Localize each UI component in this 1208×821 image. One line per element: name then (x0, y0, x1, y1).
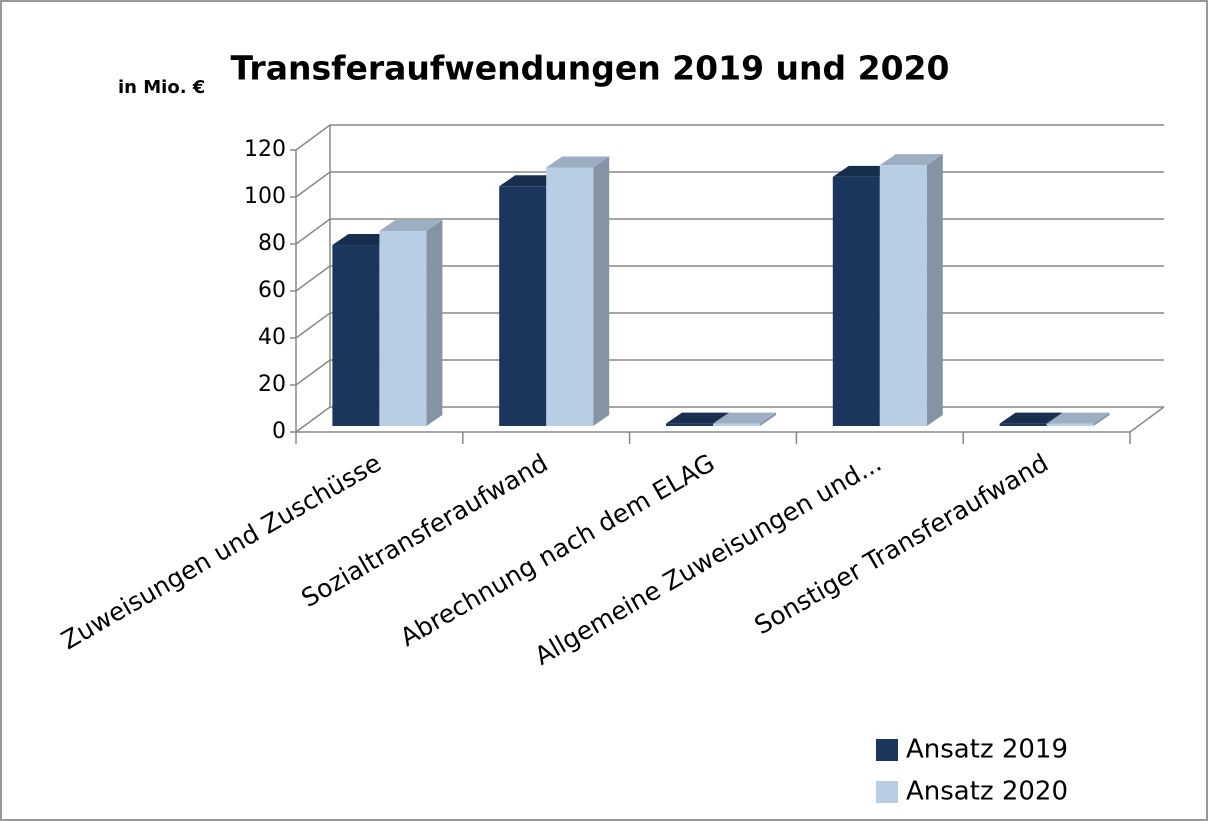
legend-label: Ansatz 2019 (906, 735, 1068, 765)
y-tick-label: 20 (258, 372, 286, 397)
legend-swatch (876, 781, 898, 803)
bar (546, 156, 610, 426)
y-tick-label: 0 (272, 419, 286, 444)
bar-side (593, 156, 610, 426)
bar-front (666, 423, 713, 426)
bar-top (546, 156, 610, 168)
bar-front (1046, 423, 1094, 426)
bar-top (379, 219, 443, 231)
bar-side (1093, 412, 1110, 426)
bar (879, 154, 943, 426)
y-axis-label: in Mio. € (118, 77, 205, 98)
grid-line (295, 124, 1164, 151)
legend-swatch (876, 739, 898, 761)
bar-top (666, 412, 729, 424)
bar-front (546, 167, 594, 426)
bar-front (832, 176, 880, 426)
bar (713, 412, 776, 426)
bar-side (926, 154, 943, 426)
bar (379, 219, 443, 426)
bar-side (760, 412, 776, 426)
y-tick-label: 100 (244, 184, 286, 209)
bar-front (713, 423, 760, 426)
y-tick-label: 120 (244, 137, 286, 162)
bar-front (499, 186, 547, 426)
chart-title: Transferaufwendungen 2019 und 2020 (231, 49, 950, 88)
bar-top (713, 412, 776, 424)
bar-front (999, 423, 1047, 426)
bar-top (999, 412, 1063, 424)
bar-front (879, 165, 927, 426)
bar-front (332, 245, 380, 426)
y-tick-label: 80 (258, 231, 286, 256)
y-tick-label: 40 (258, 325, 286, 350)
y-tick-label: 60 (258, 278, 286, 303)
legend-label: Ansatz 2020 (906, 777, 1068, 807)
axis-line (1129, 406, 1165, 433)
bar-top (879, 154, 943, 166)
bar-side (426, 219, 443, 426)
bar-top (1046, 412, 1110, 424)
bar-front (379, 230, 427, 426)
bar (1046, 412, 1110, 426)
